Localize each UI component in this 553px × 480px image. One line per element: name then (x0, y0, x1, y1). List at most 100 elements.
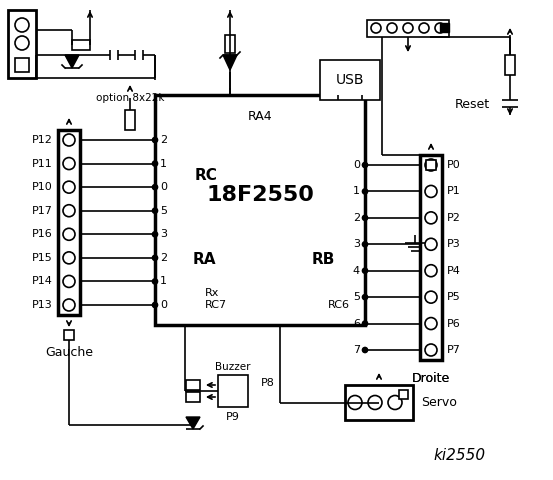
Text: 6: 6 (353, 319, 360, 329)
Text: option 8x22k: option 8x22k (96, 93, 164, 103)
Text: 0: 0 (160, 182, 167, 192)
Circle shape (63, 204, 75, 216)
Polygon shape (65, 55, 79, 68)
Text: Gauche: Gauche (45, 347, 93, 360)
Bar (440, 23, 449, 32)
Text: RC7: RC7 (205, 300, 227, 310)
Text: 5: 5 (353, 292, 360, 302)
Circle shape (425, 212, 437, 224)
Circle shape (425, 159, 437, 171)
Circle shape (153, 185, 158, 190)
Text: Reset: Reset (455, 98, 490, 111)
Text: P4: P4 (447, 266, 461, 276)
Circle shape (425, 264, 437, 276)
Text: Servo: Servo (421, 396, 457, 409)
Bar (345, 385, 413, 420)
Circle shape (15, 18, 29, 32)
Text: P2: P2 (447, 213, 461, 223)
Circle shape (63, 157, 75, 169)
Text: 0: 0 (160, 300, 167, 310)
Circle shape (63, 228, 75, 240)
Circle shape (63, 276, 75, 288)
Text: 2: 2 (353, 213, 360, 223)
Circle shape (368, 396, 382, 409)
Text: Rx: Rx (205, 288, 220, 298)
Text: P13: P13 (32, 300, 53, 310)
Text: RA4: RA4 (248, 110, 272, 123)
Text: Droite: Droite (412, 372, 450, 384)
Text: P7: P7 (447, 345, 461, 355)
Bar (505, 55, 515, 75)
Bar (186, 380, 200, 390)
Circle shape (403, 23, 413, 33)
Circle shape (63, 134, 75, 146)
Text: 1: 1 (353, 186, 360, 196)
Circle shape (63, 299, 75, 311)
Text: 1: 1 (160, 158, 167, 168)
Bar (218, 375, 248, 407)
Text: P12: P12 (32, 135, 53, 145)
Circle shape (363, 295, 368, 300)
Polygon shape (186, 417, 200, 429)
Circle shape (63, 252, 75, 264)
Circle shape (388, 396, 402, 409)
Circle shape (435, 23, 445, 33)
Circle shape (425, 238, 437, 250)
Bar (125, 110, 135, 130)
Text: Buzzer: Buzzer (215, 362, 251, 372)
Text: RC6: RC6 (328, 300, 350, 310)
Bar (367, 20, 449, 37)
Circle shape (363, 216, 368, 220)
Circle shape (363, 163, 368, 168)
Circle shape (153, 255, 158, 260)
Text: P10: P10 (32, 182, 53, 192)
Text: P16: P16 (32, 229, 53, 240)
Text: 0: 0 (353, 160, 360, 170)
Bar (320, 60, 380, 100)
Text: 1: 1 (160, 276, 167, 287)
Circle shape (425, 344, 437, 356)
Circle shape (371, 23, 381, 33)
Text: 3: 3 (160, 229, 167, 240)
Bar (8, 10, 36, 78)
Bar (426, 160, 436, 170)
Circle shape (363, 242, 368, 247)
Text: RA: RA (193, 252, 217, 267)
Text: 18F2550: 18F2550 (206, 185, 314, 205)
Text: P17: P17 (32, 206, 53, 216)
Polygon shape (223, 55, 237, 70)
Text: 3: 3 (353, 240, 360, 249)
Circle shape (153, 232, 158, 237)
Circle shape (153, 302, 158, 308)
Text: 4: 4 (353, 266, 360, 276)
Text: Droite: Droite (412, 372, 450, 384)
Text: USB: USB (336, 73, 364, 87)
Bar (64, 330, 74, 340)
Text: ki2550: ki2550 (434, 447, 486, 463)
Text: RB: RB (312, 252, 335, 267)
Bar (58, 130, 80, 315)
Text: P15: P15 (32, 253, 53, 263)
Circle shape (363, 189, 368, 194)
Circle shape (15, 36, 29, 50)
Bar (15, 58, 29, 72)
Circle shape (153, 137, 158, 143)
Circle shape (63, 181, 75, 193)
Bar (399, 390, 408, 399)
Circle shape (419, 23, 429, 33)
Text: P5: P5 (447, 292, 461, 302)
Circle shape (348, 396, 362, 409)
Text: P9: P9 (226, 412, 240, 422)
Text: P1: P1 (447, 186, 461, 196)
Text: 7: 7 (353, 345, 360, 355)
Text: RC: RC (195, 168, 218, 182)
Text: P11: P11 (32, 158, 53, 168)
Bar (72, 40, 90, 50)
Bar (225, 35, 235, 53)
Bar (420, 155, 442, 360)
Circle shape (153, 279, 158, 284)
Text: 2: 2 (160, 135, 167, 145)
Text: P6: P6 (447, 319, 461, 329)
Circle shape (153, 161, 158, 166)
Bar (155, 95, 365, 325)
